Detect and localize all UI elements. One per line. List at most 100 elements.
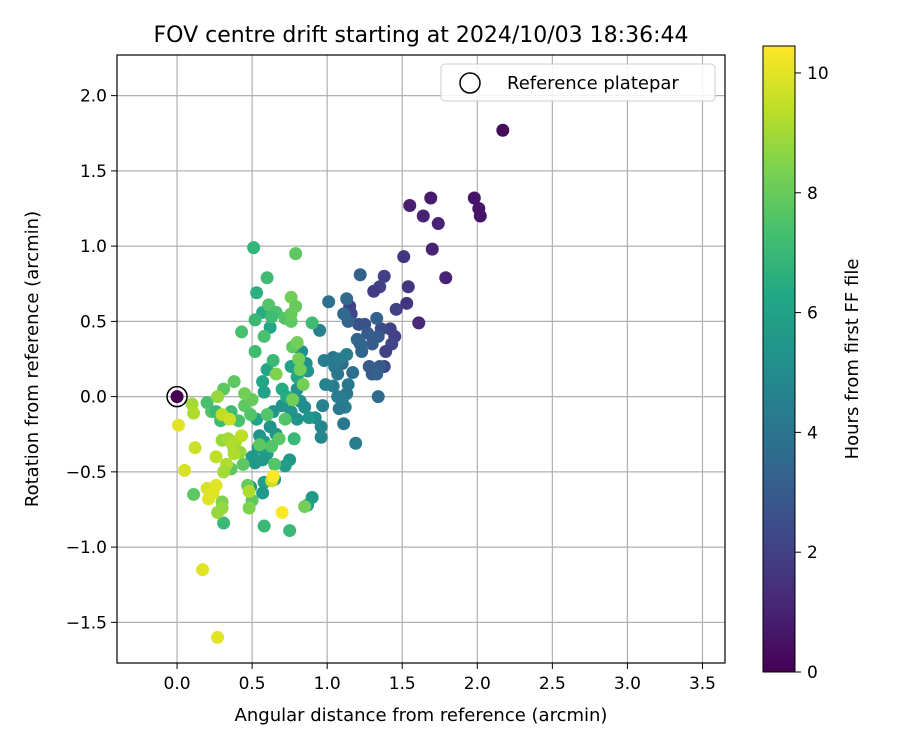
data-point [248, 344, 262, 358]
data-point [332, 352, 346, 366]
data-point [172, 418, 186, 432]
data-point [250, 286, 264, 300]
data-point [337, 307, 351, 321]
x-axis-ticks: 0.0 0.5 1.0 1.5 2.0 2.5 3.0 3.5 [164, 663, 716, 694]
data-point [227, 447, 241, 461]
data-point [215, 501, 229, 515]
x-tick-label: 1.5 [389, 674, 416, 694]
data-point [379, 344, 393, 358]
data-point [257, 329, 271, 343]
data-point [170, 390, 184, 404]
data-point [211, 630, 225, 644]
data-point [293, 363, 307, 377]
data-point [260, 271, 274, 285]
data-point [247, 241, 261, 255]
y-tick-label: −0.5 [66, 463, 107, 483]
colorbar-tick-label: 2 [807, 543, 818, 563]
data-point [244, 408, 258, 422]
data-point [349, 436, 363, 450]
data-point [319, 378, 333, 392]
data-point [377, 269, 391, 283]
data-point [209, 478, 223, 492]
chart-title: FOV centre drift starting at 2024/10/03 … [154, 23, 689, 48]
data-point [278, 412, 292, 426]
data-point [389, 302, 403, 316]
reference-platepar-marker [166, 385, 188, 408]
y-tick-label: −1.5 [66, 613, 107, 633]
data-point [275, 506, 289, 520]
data-point [266, 354, 280, 368]
data-point [353, 268, 367, 282]
data-point [283, 524, 297, 538]
data-point [298, 400, 312, 414]
colorbar-label: Hours from first FF file [842, 259, 863, 460]
data-point [397, 250, 411, 264]
data-point [331, 390, 345, 404]
data-point [367, 284, 381, 298]
data-point [257, 519, 271, 533]
data-point [223, 412, 237, 426]
x-tick-label: 0.0 [164, 674, 191, 694]
data-point [361, 326, 375, 340]
data-point [187, 406, 201, 420]
x-tick-label: 2.0 [464, 674, 491, 694]
data-point [400, 296, 414, 310]
data-points [170, 123, 510, 644]
data-point [473, 209, 487, 223]
data-point [424, 191, 438, 205]
data-point [287, 432, 301, 446]
data-point [265, 310, 279, 324]
data-point [290, 335, 304, 349]
colorbar [762, 45, 796, 673]
data-point [403, 198, 417, 212]
data-point [248, 313, 262, 327]
data-point [257, 385, 271, 399]
data-point [209, 450, 223, 464]
data-point [296, 378, 310, 392]
data-point [355, 344, 369, 358]
legend-entry-label: Reference platepar [507, 73, 679, 94]
data-point [217, 516, 231, 530]
data-point [496, 123, 510, 137]
data-point [316, 399, 330, 413]
colorbar-tick-label: 10 [807, 64, 829, 84]
data-point [425, 242, 439, 256]
data-point [278, 459, 292, 473]
data-point [245, 450, 259, 464]
y-tick-label: 0.5 [80, 312, 107, 332]
data-point [371, 390, 385, 404]
data-point [370, 367, 384, 381]
data-point [431, 217, 445, 231]
legend: Reference platepar [440, 63, 716, 102]
y-axis-ticks: −1.5 −1.0 −0.5 0.0 0.5 1.0 1.5 2.0 [66, 87, 117, 633]
data-point [266, 469, 280, 483]
data-point [217, 465, 231, 479]
data-point [412, 316, 426, 330]
data-point [200, 396, 214, 410]
colorbar-ticks: 0 2 4 6 8 10 [795, 64, 829, 683]
y-axis-label: Rotation from reference (arcmin) [22, 211, 43, 507]
data-point [211, 390, 225, 404]
data-point [322, 295, 336, 309]
colorbar-tick-label: 8 [807, 184, 818, 204]
y-tick-label: 1.5 [80, 162, 107, 182]
y-tick-label: 1.0 [80, 237, 107, 257]
data-point [235, 429, 249, 443]
data-point [242, 501, 256, 515]
data-point [265, 439, 279, 453]
data-point [346, 366, 360, 380]
data-point [337, 417, 351, 431]
data-point [253, 438, 267, 452]
x-tick-label: 3.0 [614, 674, 641, 694]
y-tick-label: 2.0 [80, 87, 107, 107]
data-point [260, 408, 274, 422]
data-point [289, 247, 303, 261]
data-point [235, 325, 249, 339]
legend-reference-marker [459, 72, 481, 94]
colorbar-tick-label: 6 [807, 304, 818, 324]
data-point [292, 352, 306, 366]
y-tick-label: 0.0 [80, 388, 107, 408]
data-point [340, 292, 354, 306]
data-point [439, 271, 453, 285]
